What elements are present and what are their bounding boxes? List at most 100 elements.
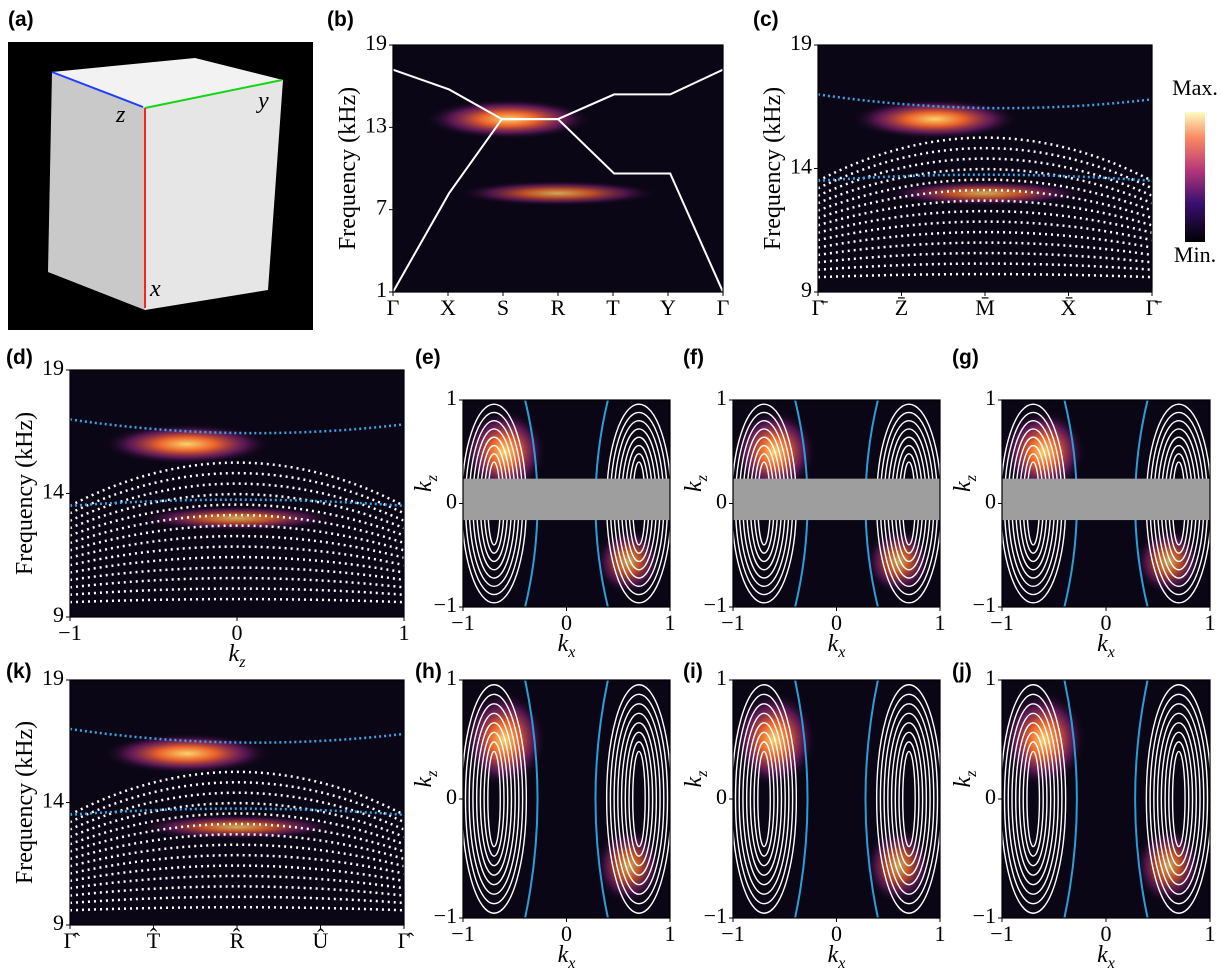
x-tick-label: M̄ bbox=[975, 295, 995, 320]
y-tick-label: 9 bbox=[801, 277, 812, 302]
y-tick-label: 19 bbox=[790, 30, 812, 55]
x-tick-label: −1 bbox=[451, 921, 474, 946]
x-tick-label: −1 bbox=[721, 921, 744, 946]
x-tick-label: Γ̂ bbox=[64, 928, 81, 953]
panel-label: (h) bbox=[415, 660, 442, 683]
plot bbox=[732, 400, 941, 607]
x-axis-label: kx bbox=[1097, 942, 1115, 972]
x-axis-label-sub: x bbox=[567, 955, 575, 972]
axis-z: z bbox=[115, 102, 126, 128]
y-tick-label: 0 bbox=[716, 784, 727, 809]
x-tick-label: −1 bbox=[58, 620, 81, 645]
y-axis-label: Frequency (kHz) bbox=[335, 87, 361, 250]
panel-label: (g) bbox=[952, 346, 979, 369]
y-axis-label: kz bbox=[950, 770, 980, 788]
y-axis-label-base: k bbox=[681, 776, 707, 787]
panel-label: (a) bbox=[8, 8, 34, 31]
y-axis-label-sub: z bbox=[424, 770, 441, 778]
gap-band bbox=[733, 479, 940, 520]
colorbar-min: Min. bbox=[1174, 242, 1216, 267]
x-axis-label-sub: x bbox=[567, 644, 575, 661]
y-axis-label-base: k bbox=[950, 776, 976, 787]
y-tick-label: 1 bbox=[716, 385, 727, 410]
y-axis-label-sub: z bbox=[694, 770, 711, 778]
y-axis-label: kz bbox=[681, 770, 711, 788]
x-axis-label-base: k bbox=[828, 942, 839, 968]
plot bbox=[462, 400, 671, 607]
x-tick-label: −1 bbox=[990, 610, 1013, 635]
plot bbox=[818, 45, 1152, 292]
y-axis-label-base: k bbox=[411, 776, 437, 787]
plot bbox=[70, 370, 404, 617]
y-tick-label: 1 bbox=[985, 665, 996, 690]
x-tick-label: X bbox=[440, 295, 456, 320]
y-axis-label-base: k bbox=[681, 481, 707, 492]
x-tick-label: T bbox=[606, 295, 620, 320]
x-axis-label-sub: x bbox=[837, 644, 845, 661]
glow bbox=[103, 734, 270, 773]
x-axis-label-sub: x bbox=[1107, 955, 1115, 972]
y-tick-label: 13 bbox=[365, 112, 387, 137]
y-tick-label: 0 bbox=[446, 489, 457, 514]
x-tick-label: Γ̄ bbox=[812, 295, 829, 320]
y-tick-label: 1 bbox=[985, 385, 996, 410]
y-tick-label: 1 bbox=[446, 665, 457, 690]
panel-label: (k) bbox=[6, 660, 32, 683]
x-tick-label: 1 bbox=[935, 921, 946, 946]
y-tick-label: 19 bbox=[42, 355, 64, 380]
panel-label: (e) bbox=[415, 346, 441, 369]
x-axis-label-sub: x bbox=[1107, 644, 1115, 661]
x-axis-label: kx bbox=[558, 942, 576, 972]
glow bbox=[851, 99, 1018, 139]
colorbar-max: Max. bbox=[1172, 75, 1218, 100]
plot bbox=[462, 680, 671, 918]
y-tick-label: 7 bbox=[376, 195, 387, 220]
y-axis-label-sub: z bbox=[963, 474, 980, 482]
x-axis-label-base: k bbox=[558, 942, 569, 968]
panel-label: (d) bbox=[6, 346, 33, 369]
x-axis-label-base: k bbox=[229, 641, 240, 667]
plot bbox=[393, 45, 723, 292]
panel-label: (b) bbox=[327, 8, 354, 31]
x-tick-label: 1 bbox=[1205, 921, 1216, 946]
x-tick-label: 1 bbox=[1205, 610, 1216, 635]
y-axis-label: kz bbox=[950, 474, 980, 492]
plot-background bbox=[70, 370, 404, 617]
x-tick-label: R̂ bbox=[230, 928, 245, 953]
colorbar bbox=[1185, 112, 1205, 242]
y-tick-label: 14 bbox=[790, 154, 812, 179]
y-axis-label: kz bbox=[411, 770, 441, 788]
plot-background bbox=[818, 45, 1152, 292]
x-axis-label: kz bbox=[229, 641, 247, 671]
x-axis-label-base: k bbox=[828, 631, 839, 657]
x-axis-label: kx bbox=[828, 631, 846, 661]
glow bbox=[103, 424, 270, 464]
y-tick-label: 14 bbox=[42, 479, 64, 504]
y-axis-label-base: k bbox=[950, 481, 976, 492]
plot bbox=[1001, 400, 1211, 607]
y-tick-label: 9 bbox=[53, 910, 64, 935]
x-tick-label: S bbox=[497, 295, 509, 320]
x-tick-label: Γ̄ bbox=[1146, 295, 1163, 320]
x-tick-label: 1 bbox=[399, 620, 410, 645]
y-axis-label-sub: z bbox=[424, 474, 441, 482]
y-axis-label: kz bbox=[681, 474, 711, 492]
x-tick-label: −1 bbox=[721, 610, 744, 635]
x-tick-label: −1 bbox=[990, 921, 1013, 946]
x-axis-label-base: k bbox=[1097, 631, 1108, 657]
x-axis-label-base: k bbox=[558, 631, 569, 657]
y-tick-label: 19 bbox=[42, 665, 64, 690]
y-tick-label: 14 bbox=[42, 788, 64, 813]
x-axis-label-base: k bbox=[1097, 942, 1108, 968]
y-tick-label: 1 bbox=[446, 385, 457, 410]
axis-x: x bbox=[149, 276, 161, 302]
x-axis-label: kx bbox=[1097, 631, 1115, 661]
plot-background bbox=[393, 45, 723, 292]
axis-y: y bbox=[256, 88, 269, 114]
x-tick-label: 1 bbox=[665, 610, 676, 635]
plot bbox=[1001, 680, 1211, 918]
x-tick-label: −1 bbox=[451, 610, 474, 635]
y-axis-label: Frequency (kHz) bbox=[760, 87, 786, 250]
x-tick-label: T̂ bbox=[147, 928, 161, 953]
x-axis-label-sub: z bbox=[238, 654, 246, 671]
